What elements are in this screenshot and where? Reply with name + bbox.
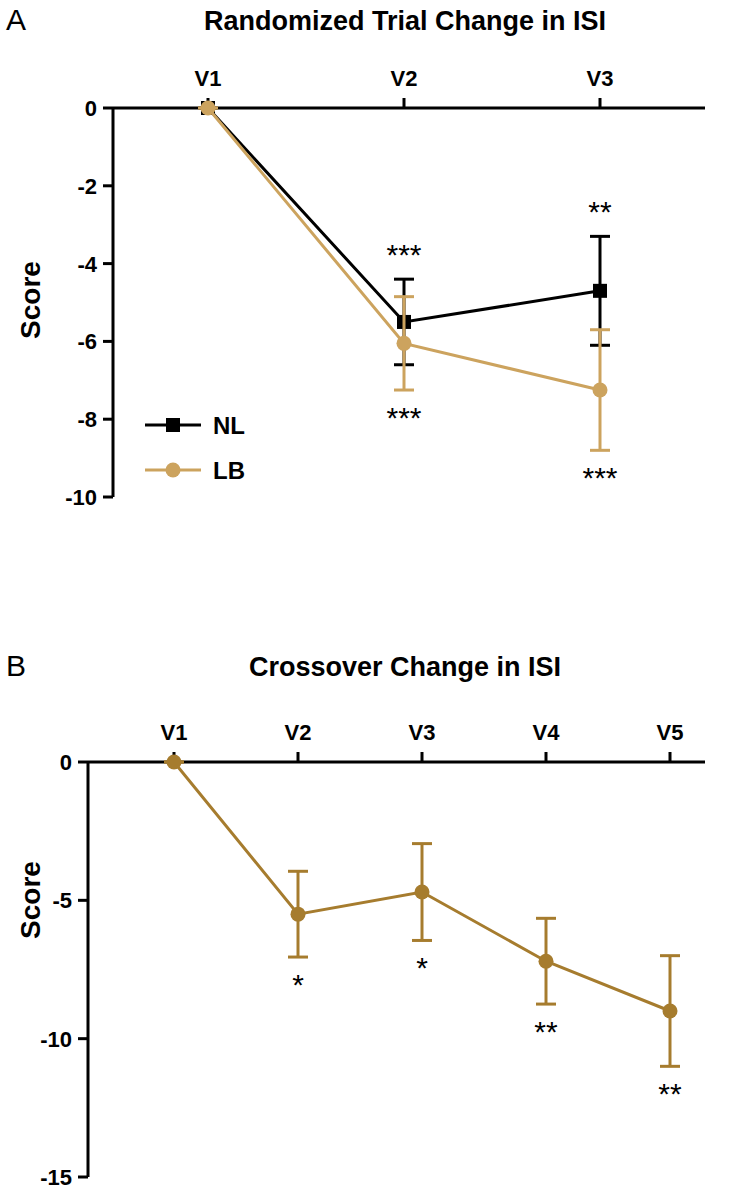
significance: *: [416, 951, 428, 984]
marker: [663, 1004, 678, 1019]
error-cap: [412, 842, 432, 845]
marker: [593, 383, 608, 398]
significance: **: [588, 195, 612, 228]
marker: [415, 885, 430, 900]
y-axis: [87, 762, 90, 1177]
marker: [201, 101, 216, 116]
error-cap: [660, 1065, 680, 1068]
series-line: [174, 762, 670, 1011]
y-tick-label: -6: [77, 329, 97, 354]
x-tick-label: V5: [657, 720, 684, 745]
error-cap: [536, 917, 556, 920]
significance: ***: [386, 238, 421, 271]
y-label: Score: [15, 861, 46, 939]
chart: B Crossover Change in ISI Score 0 -5 -10 -15 V1…: [6, 649, 705, 1190]
x-tick-label: V2: [391, 66, 418, 91]
marker: [167, 755, 182, 770]
error-cap: [536, 1003, 556, 1006]
x-tick: [545, 752, 548, 762]
x-tick: [421, 752, 424, 762]
y-tick-label: 0: [60, 750, 72, 775]
error-bar: [394, 297, 414, 390]
title: Randomized Trial Change in ISI: [204, 6, 606, 36]
error-bar: [590, 330, 610, 451]
marker: [397, 336, 412, 351]
y-tick: [78, 1037, 88, 1040]
error-cap: [288, 870, 308, 873]
error-bar: [590, 236, 610, 345]
chart: A Randomized Trial Change in ISI Score 0 -2 -…: [6, 3, 705, 510]
plot-area: [164, 755, 680, 1067]
error-cap: [590, 235, 610, 238]
error-cap: [394, 278, 414, 281]
x-tick-label: V3: [587, 66, 614, 91]
error-cap: [590, 449, 610, 452]
significance: **: [658, 1077, 682, 1110]
error-cap: [412, 939, 432, 942]
x-tick-label: V4: [533, 720, 561, 745]
significance: ***: [582, 461, 617, 494]
marker: [291, 907, 306, 922]
y-tick-label: -4: [77, 252, 97, 277]
legend-marker: [166, 418, 180, 432]
legend-label: LB: [213, 457, 245, 484]
panel-label: B: [6, 649, 26, 682]
panel-label: A: [6, 3, 26, 36]
y-tick: [103, 107, 113, 110]
error-cap: [288, 956, 308, 959]
y-tick: [103, 418, 113, 421]
y-tick-label: -8: [77, 407, 97, 432]
significance: ***: [386, 401, 421, 434]
legend-label: NL: [213, 412, 245, 439]
y-tick-label: 0: [85, 96, 97, 121]
error-cap: [590, 328, 610, 331]
marker: [593, 284, 607, 298]
marker: [539, 954, 554, 969]
x-tick-label: V3: [409, 720, 436, 745]
error-cap: [394, 295, 414, 298]
title: Crossover Change in ISI: [249, 652, 561, 682]
error-bar: [660, 956, 680, 1067]
y-tick: [78, 1176, 88, 1179]
x-tick: [599, 98, 602, 108]
y-tick: [103, 340, 113, 343]
y-axis: [112, 108, 115, 497]
y-tick-label: -2: [77, 174, 97, 199]
x-tick-label: V2: [285, 720, 312, 745]
error-bar: [288, 871, 308, 957]
marker: [201, 101, 215, 115]
significance: *: [292, 968, 304, 1001]
series-line: [208, 108, 600, 390]
figure: A Randomized Trial Change in ISI Score 0 -2 -…: [0, 0, 740, 1193]
error-cap: [660, 954, 680, 957]
y-tick: [103, 262, 113, 265]
significance: **: [534, 1015, 558, 1048]
error-bar: [536, 918, 556, 1004]
y-tick: [78, 899, 88, 902]
y-tick: [103, 496, 113, 499]
x-tick: [297, 752, 300, 762]
y-tick-label: -10: [65, 485, 97, 510]
y-tick: [78, 761, 88, 764]
y-tick: [103, 184, 113, 187]
x-tick: [403, 98, 406, 108]
x-tick: [669, 752, 672, 762]
y-tick-label: -15: [40, 1165, 72, 1190]
error-cap: [394, 389, 414, 392]
plot-area: [198, 101, 610, 451]
error-bar: [412, 844, 432, 941]
legend-marker: [166, 463, 181, 478]
x-tick-label: V1: [161, 720, 188, 745]
y-label: Score: [15, 261, 46, 339]
y-tick-label: -5: [52, 888, 72, 913]
x-tick-label: V1: [195, 66, 222, 91]
y-tick-label: -10: [40, 1027, 72, 1052]
